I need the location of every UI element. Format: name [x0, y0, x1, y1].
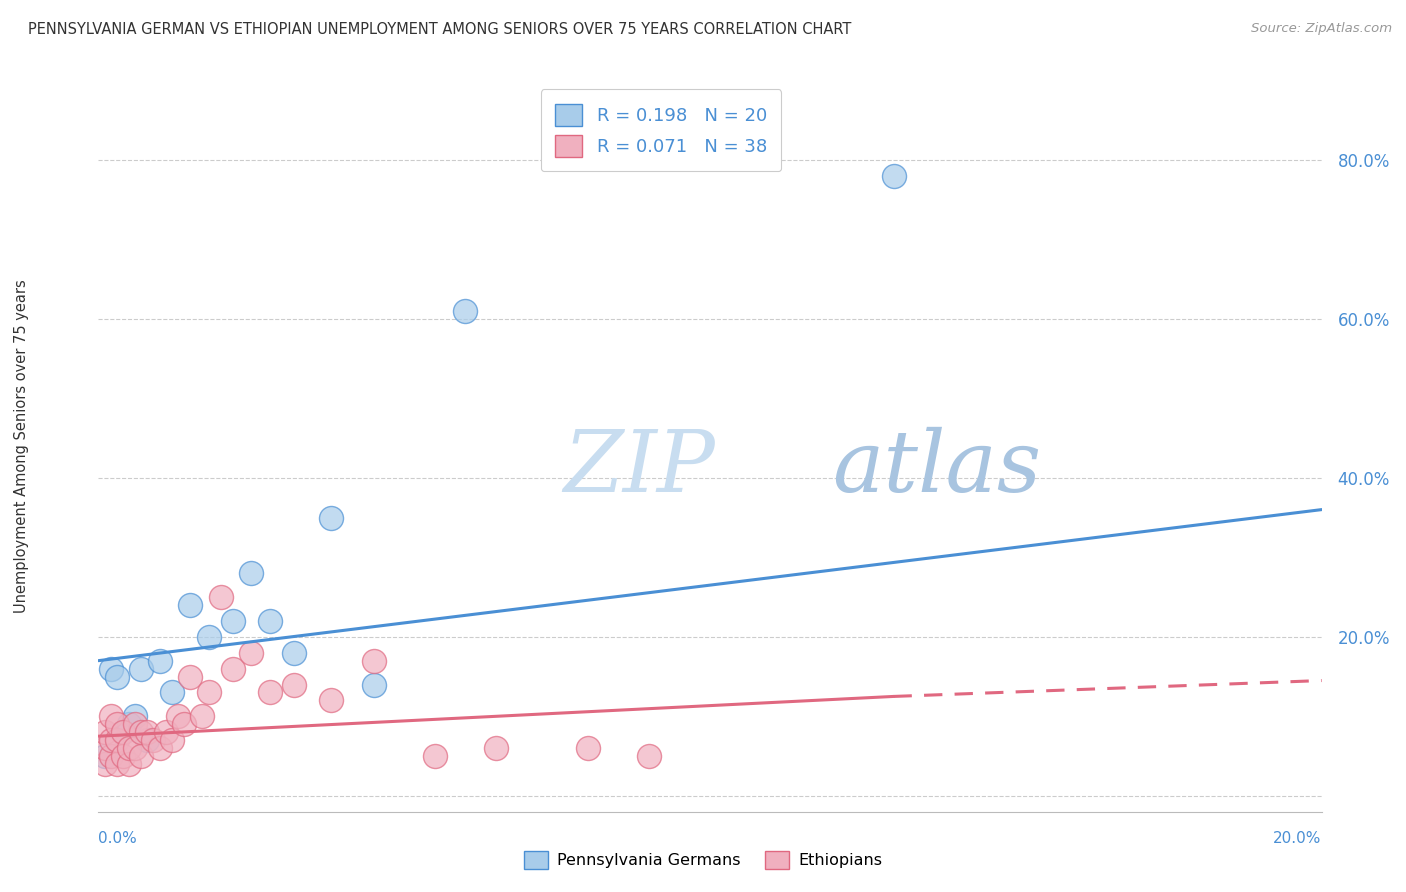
Point	[209, 590, 232, 604]
Point	[259, 685, 281, 699]
Point	[637, 749, 661, 764]
Point	[179, 598, 201, 612]
Text: Unemployment Among Seniors over 75 years: Unemployment Among Seniors over 75 years	[14, 279, 28, 613]
Text: ZIP: ZIP	[564, 426, 716, 509]
Point	[179, 669, 201, 683]
Point	[111, 749, 134, 764]
Point	[118, 741, 141, 756]
Point	[100, 662, 122, 676]
Point	[160, 685, 183, 699]
Point	[173, 717, 195, 731]
Point	[240, 566, 263, 581]
Point	[105, 717, 128, 731]
Point	[240, 646, 263, 660]
Legend: Pennsylvania Germans, Ethiopians: Pennsylvania Germans, Ethiopians	[517, 845, 889, 875]
Point	[149, 654, 172, 668]
Point	[485, 741, 508, 756]
Point	[124, 741, 146, 756]
Point	[222, 614, 245, 628]
Point	[155, 725, 177, 739]
Point	[363, 654, 385, 668]
Point	[167, 709, 190, 723]
Point	[883, 169, 905, 183]
Point	[124, 717, 146, 731]
Point	[149, 741, 172, 756]
Point	[363, 677, 385, 691]
Text: 0.0%: 0.0%	[98, 831, 138, 846]
Point	[93, 741, 115, 756]
Point	[191, 709, 214, 723]
Point	[423, 749, 446, 764]
Point	[319, 510, 342, 524]
Point	[105, 669, 128, 683]
Point	[129, 662, 152, 676]
Point	[576, 741, 599, 756]
Point	[105, 757, 128, 772]
Legend: R = 0.198   N = 20, R = 0.071   N = 38: R = 0.198 N = 20, R = 0.071 N = 38	[541, 89, 782, 171]
Point	[93, 757, 115, 772]
Text: PENNSYLVANIA GERMAN VS ETHIOPIAN UNEMPLOYMENT AMONG SENIORS OVER 75 YEARS CORREL: PENNSYLVANIA GERMAN VS ETHIOPIAN UNEMPLO…	[28, 22, 852, 37]
Point	[283, 646, 305, 660]
Point	[129, 749, 152, 764]
Text: atlas: atlas	[832, 426, 1042, 509]
Point	[100, 733, 122, 747]
Point	[111, 725, 134, 739]
Point	[93, 749, 115, 764]
Point	[319, 693, 342, 707]
Point	[118, 717, 141, 731]
Point	[197, 685, 219, 699]
Point	[283, 677, 305, 691]
Point	[111, 725, 134, 739]
Point	[100, 749, 122, 764]
Text: 20.0%: 20.0%	[1274, 831, 1322, 846]
Point	[454, 303, 477, 318]
Point	[136, 725, 159, 739]
Point	[93, 725, 115, 739]
Point	[105, 733, 128, 747]
Point	[222, 662, 245, 676]
Point	[160, 733, 183, 747]
Point	[118, 757, 141, 772]
Point	[129, 725, 152, 739]
Point	[124, 709, 146, 723]
Point	[100, 709, 122, 723]
Point	[259, 614, 281, 628]
Point	[136, 733, 159, 747]
Point	[142, 733, 165, 747]
Text: Source: ZipAtlas.com: Source: ZipAtlas.com	[1251, 22, 1392, 36]
Point	[197, 630, 219, 644]
